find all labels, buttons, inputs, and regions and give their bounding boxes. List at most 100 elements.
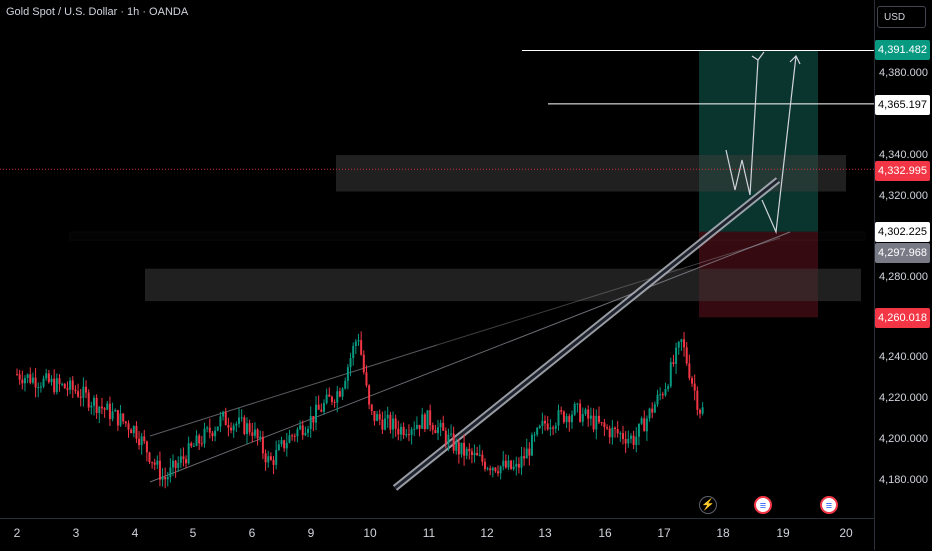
candle <box>629 433 632 444</box>
candle <box>421 407 424 429</box>
candle-body <box>124 421 127 424</box>
candle-body <box>352 346 355 359</box>
candle <box>269 452 272 461</box>
candle-body <box>546 423 549 430</box>
candle <box>53 369 56 395</box>
candle-body <box>29 374 32 383</box>
candle-body <box>230 427 233 431</box>
candle-body <box>675 347 678 364</box>
candle <box>135 421 138 443</box>
candle-body <box>394 418 397 429</box>
candle-body <box>656 394 659 405</box>
candle <box>549 419 552 437</box>
candle-body <box>90 405 93 408</box>
candle-body <box>384 418 387 430</box>
candle-body <box>512 466 515 469</box>
candle <box>497 465 500 477</box>
candle-body <box>520 456 523 468</box>
us-flag-event-icon[interactable]: ≡ <box>820 496 838 514</box>
candle-body <box>439 422 442 428</box>
price-axis[interactable] <box>874 0 932 550</box>
candle-body <box>592 415 595 430</box>
candle-body <box>643 418 646 432</box>
candle <box>439 419 442 437</box>
candle-body <box>291 435 294 437</box>
candle <box>698 408 701 419</box>
candle <box>71 376 74 399</box>
candle <box>635 427 638 453</box>
candle-body <box>515 463 518 467</box>
candle-body <box>74 389 77 392</box>
candle-body <box>31 377 34 383</box>
candle-body <box>87 392 90 408</box>
candle <box>304 426 307 437</box>
candle <box>624 431 627 453</box>
candle-body <box>696 390 699 410</box>
candle <box>584 407 587 416</box>
candle-body <box>573 404 576 415</box>
candle-body <box>418 424 421 429</box>
candle-body <box>301 425 304 436</box>
candle-body <box>122 413 125 422</box>
candle-body <box>18 374 21 380</box>
candle-body <box>39 386 42 388</box>
candle-body <box>259 436 262 439</box>
candle <box>504 454 507 469</box>
candle-body <box>389 414 392 430</box>
candle-body <box>153 462 156 465</box>
candle <box>301 420 304 440</box>
candle-body <box>407 434 410 436</box>
time-axis[interactable] <box>0 518 874 551</box>
date-tick: 2 <box>13 526 21 540</box>
candle-body <box>330 396 333 402</box>
candle-body <box>312 416 315 423</box>
candle <box>174 460 177 478</box>
candlestick-series <box>16 331 704 489</box>
candle <box>90 401 93 415</box>
candle <box>151 461 154 469</box>
candle-body <box>95 397 98 413</box>
candle <box>560 406 563 415</box>
candle <box>693 374 696 401</box>
price-chart[interactable] <box>0 0 874 518</box>
candle <box>434 424 437 434</box>
lightning-icon[interactable]: ⚡ <box>699 496 717 514</box>
currency-badge[interactable]: USD <box>877 6 926 28</box>
candle <box>397 420 400 441</box>
candle-body <box>245 423 248 434</box>
candle-body <box>478 454 481 456</box>
candle-body <box>468 448 471 452</box>
candle <box>219 411 222 433</box>
us-flag-event-icon[interactable]: ≡ <box>754 496 772 514</box>
candle-body <box>701 407 704 414</box>
candle <box>486 466 489 471</box>
candle <box>517 457 520 474</box>
candle-body <box>589 415 592 419</box>
candle <box>447 428 450 452</box>
candle <box>653 401 656 414</box>
candle-body <box>619 433 622 435</box>
candle-body <box>549 427 552 430</box>
candle <box>483 458 486 472</box>
candle-body <box>325 394 328 404</box>
candle-body <box>600 422 603 424</box>
candle-body <box>174 460 177 468</box>
date-tick: 20 <box>839 526 853 540</box>
candle <box>468 443 471 460</box>
candle <box>360 331 363 356</box>
candle <box>259 430 262 442</box>
candle <box>595 409 598 440</box>
candle <box>667 384 670 392</box>
candle-body <box>504 460 507 468</box>
candle <box>100 397 103 415</box>
candle <box>502 451 505 471</box>
candle <box>648 407 651 422</box>
candle-body <box>264 453 267 463</box>
candle-body <box>132 426 135 434</box>
candle <box>651 402 654 419</box>
projected-path-1 <box>725 59 759 196</box>
candle <box>677 340 680 355</box>
candle-body <box>571 414 573 423</box>
candle-body <box>156 460 159 465</box>
candle-body <box>309 416 312 429</box>
